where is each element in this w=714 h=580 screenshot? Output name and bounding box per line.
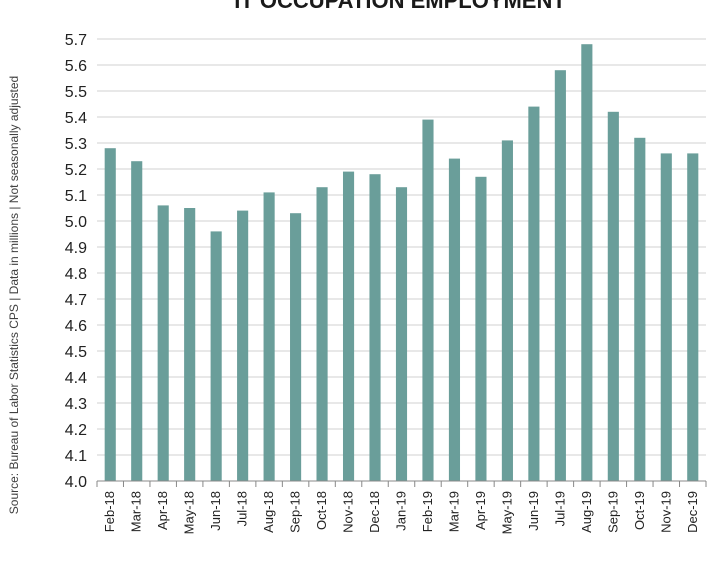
x-tick-label: Sep-18 [288, 491, 303, 533]
bar [687, 153, 699, 481]
bar [290, 213, 302, 481]
x-tick-label: Dec-19 [685, 491, 700, 533]
bars [104, 44, 699, 482]
x-tick-label: Nov-18 [341, 491, 356, 533]
bar [157, 205, 169, 481]
y-tick-label: 5.5 [65, 84, 87, 101]
bar [369, 174, 381, 481]
bar [395, 187, 408, 481]
x-tick-label: Jan-19 [394, 491, 409, 531]
y-tick-label: 5.2 [65, 162, 87, 179]
y-tick-label: 5.7 [65, 32, 87, 49]
bar [448, 158, 461, 481]
y-tick-label: 4.2 [65, 422, 87, 439]
y-tick-label: 4.9 [65, 240, 87, 257]
y-tick-label: 4.0 [65, 474, 87, 491]
bar [581, 44, 593, 481]
x-tick-label: Oct-18 [314, 491, 329, 530]
y-tick-label: 4.6 [65, 318, 87, 335]
y-tick-label: 4.4 [65, 370, 87, 387]
y-tick-label: 5.3 [65, 136, 87, 153]
bar [237, 210, 249, 481]
x-tick-label: May-18 [182, 491, 197, 534]
bar [104, 148, 116, 481]
bar [607, 111, 619, 482]
chart-title: IT OCCUPATION EMPLOYMENT [234, 0, 566, 13]
bar [263, 192, 275, 481]
x-tick-label: Sep-19 [605, 491, 620, 533]
x-tick-label: Apr-19 [473, 491, 488, 530]
x-tick-labels: Feb-18 Mar-18 Apr-18 May-18 Jun-18 Jul-18 Aug-… [102, 491, 700, 534]
x-tick-label: Aug-19 [579, 491, 594, 533]
bar [528, 106, 540, 481]
x-tick-label: Jun-19 [526, 491, 541, 531]
bar [634, 137, 646, 482]
axes [96, 480, 707, 487]
x-tick-label: Feb-19 [420, 491, 435, 532]
x-tick-label: May-19 [499, 491, 514, 534]
bar [660, 153, 672, 481]
x-tick-label: Aug-18 [261, 491, 276, 533]
x-tick-label: Jun-18 [208, 491, 223, 531]
y-tick-label: 5.4 [65, 110, 87, 127]
bar [475, 176, 487, 482]
y-tick-label: 4.5 [65, 344, 87, 361]
x-tick-label: Apr-18 [155, 491, 170, 530]
y-tick-labels: 4.0 4.1 4.2 4.3 4.4 4.5 4.6 4.7 4.8 4.9 5.0 5.1 5.2 5… [65, 32, 87, 491]
y-tick-label: 4.1 [65, 448, 87, 465]
bar [501, 140, 513, 481]
bar [422, 119, 434, 481]
x-tick-label: Mar-19 [446, 491, 461, 532]
y-tick-label: 5.6 [65, 58, 87, 75]
y-tick-label: 5.0 [65, 214, 87, 231]
bar [342, 171, 355, 481]
x-tick-label: Mar-18 [129, 491, 144, 532]
x-tick-label: Nov-19 [658, 491, 673, 533]
x-tick-label: Dec-18 [367, 491, 382, 533]
y-tick-label: 5.1 [65, 188, 87, 205]
bar [554, 70, 566, 481]
y-tick-label: 4.3 [65, 396, 87, 413]
x-tick-label: Oct-19 [632, 491, 647, 530]
bar [184, 208, 196, 481]
x-tick-label: Feb-18 [102, 491, 117, 532]
bar [316, 187, 328, 481]
x-tick-label: Jul-18 [235, 491, 250, 526]
bar [210, 231, 222, 481]
y-tick-label: 4.8 [65, 266, 87, 283]
bar [131, 161, 143, 481]
x-tick-label: Jul-19 [552, 491, 567, 526]
y-tick-label: 4.7 [65, 292, 87, 309]
